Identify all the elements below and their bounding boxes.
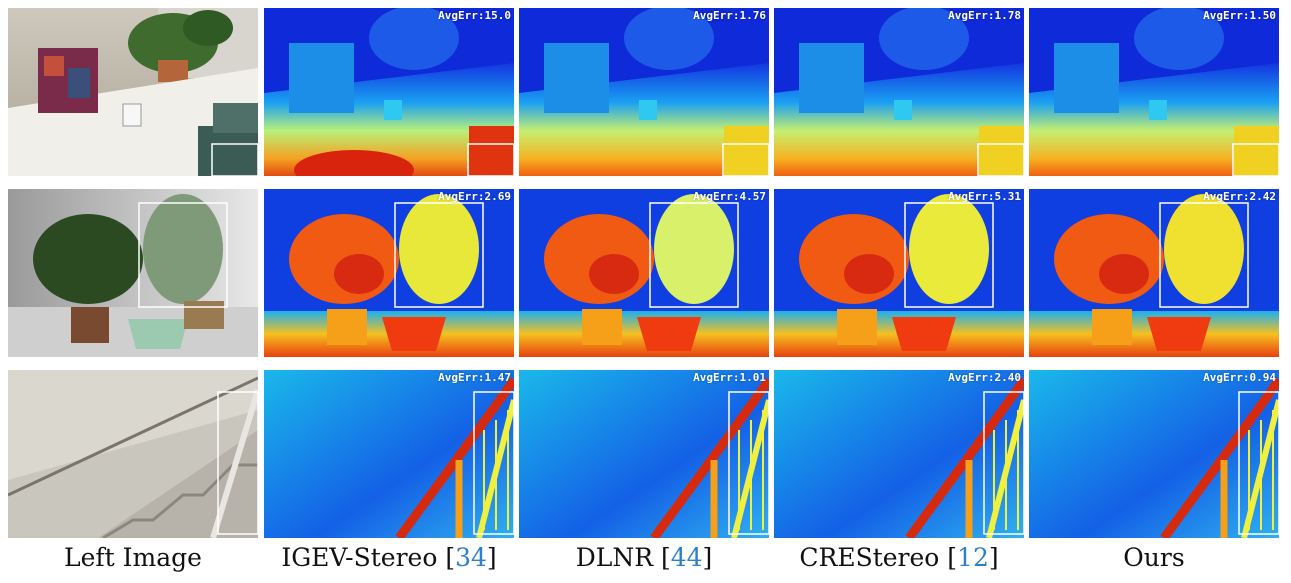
caption-name: Left Image (64, 543, 202, 572)
caption-name: DLNR (575, 543, 654, 572)
avg-error-label: AvgErr:1.76 (693, 9, 766, 22)
disparity-map (1029, 370, 1279, 538)
disparity-map (519, 8, 769, 176)
zoom-box (473, 391, 514, 535)
citation-link[interactable]: 12 (957, 543, 989, 572)
avg-error-label: AvgErr:4.57 (693, 190, 766, 203)
zoom-box (1159, 202, 1249, 308)
staircase-photo (8, 370, 258, 538)
row3-ours-disparity: AvgErr:0.94 (1029, 370, 1279, 538)
zoom-box (649, 202, 739, 308)
plants-photo (8, 189, 258, 357)
office-photo (8, 8, 258, 176)
disparity-map (519, 370, 769, 538)
row1-left-image (8, 8, 258, 176)
avg-error-label: AvgErr:1.50 (1203, 9, 1276, 22)
disparity-map (264, 189, 514, 357)
citation-link[interactable]: 34 (455, 543, 487, 572)
row1-ours-disparity: AvgErr:1.50 (1029, 8, 1279, 176)
caption-dlnr: DLNR [44] (575, 543, 713, 572)
caption-left-image: Left Image (6, 543, 260, 572)
disparity-map (264, 370, 514, 538)
row3-igev-disparity: AvgErr:1.47 (264, 370, 514, 538)
avg-error-label: AvgErr:2.42 (1203, 190, 1276, 203)
citation-link[interactable]: 44 (670, 543, 703, 572)
caption-igev-stereo: IGEV-Stereo [34] (281, 543, 497, 572)
row3-crestereo-disparity: AvgErr:2.40 (774, 370, 1024, 538)
zoom-box (1238, 391, 1279, 535)
zoom-box (1232, 143, 1279, 176)
caption-ours: Ours (1027, 543, 1281, 572)
disparity-map (774, 8, 1024, 176)
caption-name: IGEV-Stereo (281, 543, 438, 572)
disparity-map (1029, 189, 1279, 357)
zoom-box (217, 391, 258, 535)
zoom-box (728, 391, 769, 535)
caption-crestereo: CREStereo [12] (799, 543, 999, 572)
avg-error-label: AvgErr:2.69 (438, 190, 511, 203)
zoom-box (467, 143, 514, 176)
disparity-map (1029, 8, 1279, 176)
caption-name: CREStereo (799, 543, 940, 572)
caption-name: Ours (1123, 543, 1185, 572)
zoom-box (138, 202, 228, 308)
row2-igev-disparity: AvgErr:2.69 (264, 189, 514, 357)
row2-left-image (8, 189, 258, 357)
zoom-box (211, 143, 258, 176)
row1-dlnr-disparity: AvgErr:1.76 (519, 8, 769, 176)
disparity-map (519, 189, 769, 357)
zoom-box (977, 143, 1024, 176)
row3-dlnr-disparity: AvgErr:1.01 (519, 370, 769, 538)
avg-error-label: AvgErr:1.78 (948, 9, 1021, 22)
disparity-map (774, 370, 1024, 538)
row1-crestereo-disparity: AvgErr:1.78 (774, 8, 1024, 176)
row2-dlnr-disparity: AvgErr:4.57 (519, 189, 769, 357)
zoom-box (722, 143, 769, 176)
zoom-box (394, 202, 484, 308)
zoom-box (983, 391, 1024, 535)
avg-error-label: AvgErr:1.01 (693, 371, 766, 384)
row3-left-image (8, 370, 258, 538)
avg-error-label: AvgErr:1.47 (438, 371, 511, 384)
avg-error-label: AvgErr:5.31 (948, 190, 1021, 203)
zoom-box (904, 202, 994, 308)
avg-error-label: AvgErr:2.40 (948, 371, 1021, 384)
avg-error-label: AvgErr:0.94 (1203, 371, 1276, 384)
disparity-map (774, 189, 1024, 357)
disparity-map (264, 8, 514, 176)
row2-crestereo-disparity: AvgErr:5.31 (774, 189, 1024, 357)
row1-igev-disparity: AvgErr:15.0 (264, 8, 514, 176)
avg-error-label: AvgErr:15.0 (438, 9, 511, 22)
row2-ours-disparity: AvgErr:2.42 (1029, 189, 1279, 357)
